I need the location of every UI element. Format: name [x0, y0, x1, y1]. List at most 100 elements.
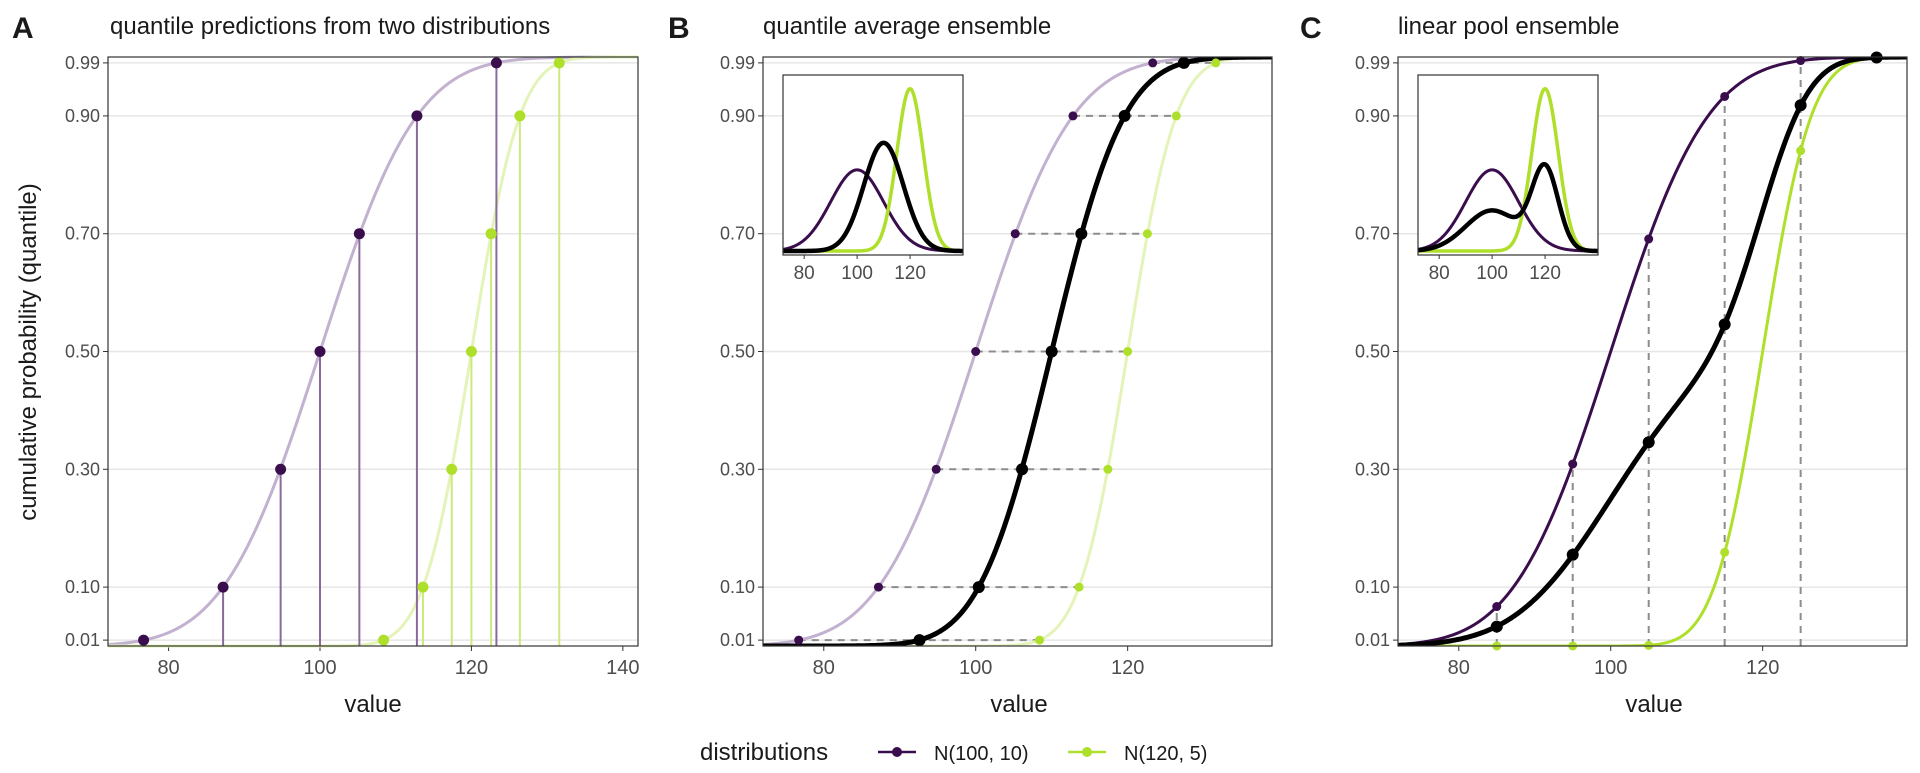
panel-title: linear pool ensemble: [1398, 13, 1619, 40]
inset-density-curve-ensemble: [1416, 161, 1600, 254]
y-tick-label: 0.50: [720, 342, 755, 362]
y-tick-label: 0.10: [65, 577, 100, 597]
cdf-point-n100: [1644, 234, 1654, 244]
inset-x-tick-label: 80: [794, 263, 815, 284]
quantile-point-ensemble: [1177, 56, 1190, 69]
quantile-point-n120: [465, 346, 477, 357]
quantile-point-n100: [971, 347, 981, 356]
quantile-point-ensemble: [913, 634, 926, 647]
quantile-point-ensemble: [972, 581, 985, 594]
inset-density-curve-n100: [1417, 168, 1599, 253]
x-tick-label: 80: [813, 657, 835, 679]
panel-b: B quantile average ensemble value 0.01 0.…: [668, 12, 1273, 718]
quantile-point-ensemble: [1045, 345, 1058, 358]
inset-background: [1418, 75, 1598, 255]
cdf-point-ensemble: [1794, 99, 1807, 112]
quantile-point-n120: [1103, 464, 1113, 474]
quantile-point-n100: [794, 635, 804, 645]
y-tick-label: 0.30: [720, 459, 755, 479]
y-tick-label: 0.01: [1355, 630, 1390, 650]
cdf-point-n120: [1796, 146, 1806, 156]
y-tick-label: 0.10: [1355, 577, 1390, 597]
inset-border: [782, 74, 964, 256]
panel-letter: B: [668, 12, 690, 45]
y-tick-label: 0.90: [720, 106, 755, 126]
quantile-point-n120: [1074, 582, 1084, 592]
x-axis-title: value: [1625, 691, 1682, 718]
y-tick-label: 0.90: [65, 106, 100, 126]
inset-density-curve-n120: [1416, 87, 1600, 253]
quantile-point-n120: [1171, 111, 1181, 121]
x-tick-label: 120: [455, 657, 488, 679]
panel-title: quantile average ensemble: [763, 13, 1051, 40]
quantile-point-n100: [353, 228, 365, 240]
inset-x-tick-label: 80: [1429, 263, 1450, 284]
quantile-point-n100: [275, 463, 287, 475]
y-tick-label: 0.70: [1355, 224, 1390, 244]
y-tick-label: 0.99: [1355, 53, 1390, 73]
quantile-point-n100: [1010, 229, 1020, 239]
x-tick-label: 100: [959, 657, 992, 679]
y-tick-label: 0.99: [65, 53, 100, 73]
x-tick-label: 100: [1594, 657, 1627, 679]
quantile-point-n100: [873, 582, 883, 592]
quantile-point-n120: [1211, 58, 1221, 68]
y-tick-label: 0.99: [720, 53, 755, 73]
cdf-point-n100: [1720, 91, 1730, 101]
quantile-point-n120: [1142, 229, 1152, 239]
legend-key-point: [1082, 747, 1092, 757]
quantile-point-n100: [217, 581, 229, 593]
y-tick-label: 0.50: [65, 342, 100, 362]
quantile-point-n100: [411, 110, 423, 122]
panel-letter: A: [12, 12, 34, 45]
y-tick-label: 0.90: [1355, 106, 1390, 126]
cdf-point-ensemble: [1642, 436, 1655, 449]
panel-letter: C: [1300, 12, 1322, 45]
quantile-point-n120: [514, 110, 526, 122]
cdf-point-n100: [1568, 459, 1578, 469]
quantile-point-n120: [553, 57, 565, 69]
legend-key-point: [892, 747, 902, 757]
inset-x-tick-label: 100: [1476, 263, 1508, 284]
quantile-point-n120: [1035, 635, 1045, 645]
x-axis-title: value: [344, 691, 401, 718]
cdf-point-n120: [1720, 547, 1730, 557]
panel-title: quantile predictions from two distributi…: [110, 13, 550, 40]
cdf-curve-n100: [107, 55, 638, 646]
legend-item-label: N(120, 5): [1124, 743, 1207, 765]
y-tick-label: 0.01: [720, 630, 755, 650]
cdf-point-n100: [1796, 56, 1806, 66]
quantile-point-n100: [490, 57, 502, 69]
legend-title: distributions: [700, 739, 828, 766]
y-tick-label: 0.10: [720, 577, 755, 597]
y-axis-title: cumulative probability (quantile): [15, 183, 42, 521]
y-tick-label: 0.30: [1355, 459, 1390, 479]
inset-density-curve-ensemble: [781, 140, 965, 254]
cdf-point-ensemble: [1718, 318, 1731, 331]
x-tick-label: 140: [606, 657, 639, 679]
quantile-point-n120: [417, 581, 429, 593]
plot-border: [1397, 56, 1908, 647]
inset-x-tick-label: 100: [841, 263, 873, 284]
quantile-point-n100: [931, 464, 941, 474]
cdf-curve-n100: [1398, 57, 1907, 646]
quantile-point-n100: [314, 346, 326, 357]
cdf-point-ensemble: [1566, 548, 1579, 561]
x-tick-label: 80: [157, 657, 179, 679]
inset-x-tick-label: 120: [1529, 263, 1561, 284]
x-axis-title: value: [990, 691, 1047, 718]
x-tick-label: 100: [303, 657, 336, 679]
quantile-point-ensemble: [1016, 463, 1029, 476]
quantile-point-ensemble: [1075, 227, 1088, 240]
plot-border: [762, 56, 1273, 647]
quantile-point-n120: [1123, 347, 1133, 356]
quantile-point-n100: [1148, 58, 1158, 68]
quantile-point-n100: [138, 634, 150, 646]
quantile-point-n120: [485, 228, 497, 240]
cdf-curve-ensemble: [1398, 57, 1907, 646]
quantile-point-ensemble: [1118, 109, 1131, 122]
y-tick-label: 0.50: [1355, 342, 1390, 362]
inset-background: [783, 75, 963, 255]
